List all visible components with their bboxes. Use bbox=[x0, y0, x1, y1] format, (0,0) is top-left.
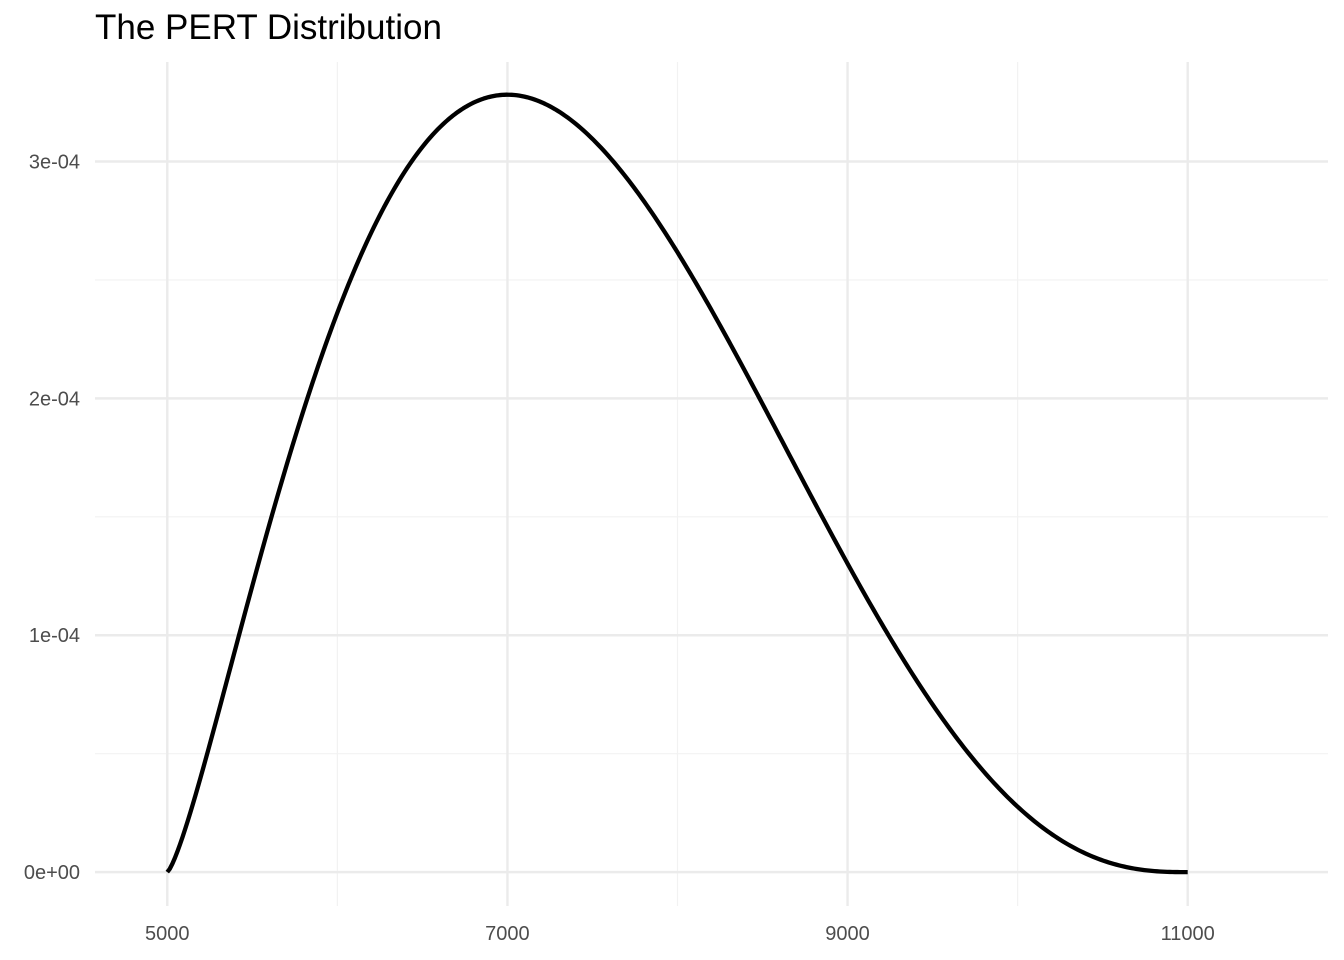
pert-density-line bbox=[165, 92, 1188, 875]
y-axis-tick-labels: 0e+00 1e-04 2e-04 3e-04 bbox=[24, 151, 80, 884]
x-tick-label: 11000 bbox=[1161, 923, 1215, 945]
grid-minor-lines bbox=[95, 62, 1328, 906]
series-layer bbox=[165, 92, 1188, 875]
y-tick-label: 2e-04 bbox=[29, 388, 80, 410]
x-axis-tick-labels: 5000 7000 9000 11000 bbox=[145, 923, 1215, 945]
grid-major-lines bbox=[95, 62, 1328, 906]
x-tick-label: 5000 bbox=[145, 923, 190, 945]
y-tick-label: 3e-04 bbox=[29, 151, 80, 173]
chart-title: The PERT Distribution bbox=[95, 8, 442, 47]
y-tick-label: 1e-04 bbox=[29, 625, 80, 647]
x-tick-label: 9000 bbox=[825, 923, 870, 945]
y-tick-label: 0e+00 bbox=[24, 862, 80, 884]
x-tick-label: 7000 bbox=[485, 923, 530, 945]
